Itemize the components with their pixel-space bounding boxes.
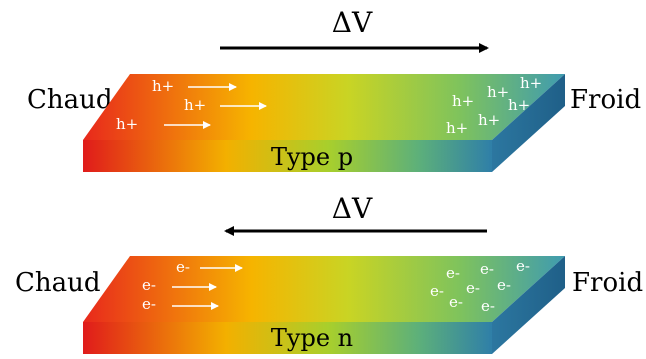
top-slab-side-face [492,74,565,172]
top-hole-carrier: h+ [508,96,530,114]
top-carriers-right: h+ h+ h+ h+ h+ h+ [446,74,542,137]
top-panel: ΔV Chaud Froid Type p h+ h+ h+ h+ h+ h+ … [27,6,641,172]
top-hole-carrier: h+ [478,111,500,129]
top-hole-carrier: h+ [520,74,542,92]
top-hot-label: Chaud [27,85,113,115]
bottom-slab-side-face [492,256,565,354]
bottom-panel: ΔV Chaud Froid Type n e- e- e- e- e- e- … [15,192,643,354]
top-slab-front-face [83,140,492,172]
bottom-electron-carrier: e- [480,260,494,278]
bottom-carriers-left: e- e- e- [142,258,243,313]
top-hole-carrier: h+ [152,77,174,95]
top-cold-label: Froid [570,85,641,115]
top-carriers-left: h+ h+ h+ [116,77,267,133]
bottom-hot-label: Chaud [15,268,101,298]
bottom-electron-carrier: e- [142,295,156,313]
bottom-electron-carrier: e- [516,257,530,275]
top-hole-carrier: h+ [116,115,138,133]
bottom-electron-carrier: e- [466,279,480,297]
top-hole-carrier: h+ [184,96,206,114]
top-hole-carrier: h+ [487,83,509,101]
bottom-delta-v-label: ΔV [332,192,373,225]
top-delta-v-label: ΔV [332,6,373,39]
bottom-electron-carrier: e- [446,264,460,282]
bottom-electron-carrier: e- [430,282,444,300]
bottom-electron-carrier: e- [449,293,463,311]
bottom-electron-carrier: e- [142,276,156,294]
bottom-cold-label: Froid [572,268,643,298]
bottom-electron-carrier: e- [176,258,190,276]
bottom-slab-front-face [83,322,492,354]
top-hole-carrier: h+ [446,119,468,137]
top-type-label: Type p [271,143,353,171]
bottom-electron-carrier: e- [481,297,495,315]
bottom-carriers-right: e- e- e- e- e- e- e- e- [430,257,530,315]
bottom-electron-carrier: e- [497,276,511,294]
top-hole-carrier: h+ [452,92,474,110]
bottom-type-label: Type n [271,324,353,352]
